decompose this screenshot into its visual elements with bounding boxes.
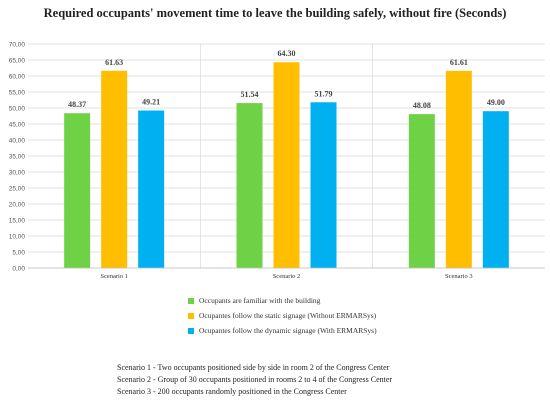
y-tick-label: 40,00 xyxy=(9,137,26,144)
y-tick-label: 70,00 xyxy=(9,41,26,48)
bar xyxy=(138,110,165,268)
legend-item: Ocupantes follow the dynamic signage (Wi… xyxy=(188,323,377,338)
data-label: 49.00 xyxy=(487,98,505,107)
data-label: 49.21 xyxy=(142,98,160,107)
y-tick-label: 15,00 xyxy=(9,217,26,224)
y-tick-label: 50,00 xyxy=(9,105,26,112)
x-category-label: Scenario 3 xyxy=(445,273,473,280)
y-tick-label: 60,00 xyxy=(9,73,26,80)
legend-label: Occupants are familiar with the building xyxy=(199,296,321,305)
chart-plot: 0,00 5,00 10,00 15,00 20,00 25,00 30,00 35,00 40… xyxy=(9,41,545,280)
y-tick-label: 30,00 xyxy=(9,169,26,176)
y-tick-label: 35,00 xyxy=(9,153,26,160)
y-tick-label: 20,00 xyxy=(9,201,26,208)
y-tick-label: 25,00 xyxy=(9,185,26,192)
legend-item: Occupants are familiar with the building xyxy=(188,293,377,308)
y-tick-label: 45,00 xyxy=(9,121,26,128)
legend-label: Ocupantes follow the static signage (Wit… xyxy=(199,311,377,320)
y-tick-label: 5,00 xyxy=(12,249,25,256)
data-label: 51.79 xyxy=(315,89,333,98)
bar xyxy=(408,114,435,268)
y-tick-label: 55,00 xyxy=(9,89,26,96)
legend-swatch xyxy=(188,312,194,319)
x-category-label: Scenario 1 xyxy=(100,273,128,280)
y-tick-label: 10,00 xyxy=(9,233,26,240)
scenario-note: Scenario 3 - 200 occupants randomly posi… xyxy=(117,387,347,396)
scenario-note: Scenario 2 - Group of 30 occupants posit… xyxy=(117,375,393,384)
bar xyxy=(64,113,91,268)
bar xyxy=(236,103,263,269)
legend-label: Ocupantes follow the dynamic signage (Wi… xyxy=(199,326,377,335)
bar xyxy=(445,70,472,269)
chart-legend: Occupants are familiar with the building… xyxy=(188,293,377,338)
chart-title: Required occupants' movement time to lea… xyxy=(43,6,507,20)
data-label: 61.61 xyxy=(450,58,468,67)
legend-item: Ocupantes follow the static signage (Wit… xyxy=(188,308,377,323)
scenario-notes: Scenario 1 - Two occupants positioned si… xyxy=(117,362,392,398)
data-label: 64.30 xyxy=(278,49,296,58)
data-label: 48.08 xyxy=(413,101,431,110)
x-category-label: Scenario 2 xyxy=(273,273,301,280)
data-label: 51.54 xyxy=(241,90,259,99)
bar xyxy=(101,70,128,268)
data-label: 61.63 xyxy=(105,58,123,67)
scenario-note: Scenario 1 - Two occupants positioned si… xyxy=(117,363,390,372)
y-tick-label: 0,00 xyxy=(12,265,25,272)
legend-swatch xyxy=(188,297,194,304)
legend-swatch xyxy=(188,327,194,334)
bar xyxy=(482,111,509,268)
y-tick-label: 65,00 xyxy=(9,57,26,64)
data-label: 48.37 xyxy=(68,100,86,109)
bar xyxy=(273,62,300,268)
bar xyxy=(310,102,337,268)
